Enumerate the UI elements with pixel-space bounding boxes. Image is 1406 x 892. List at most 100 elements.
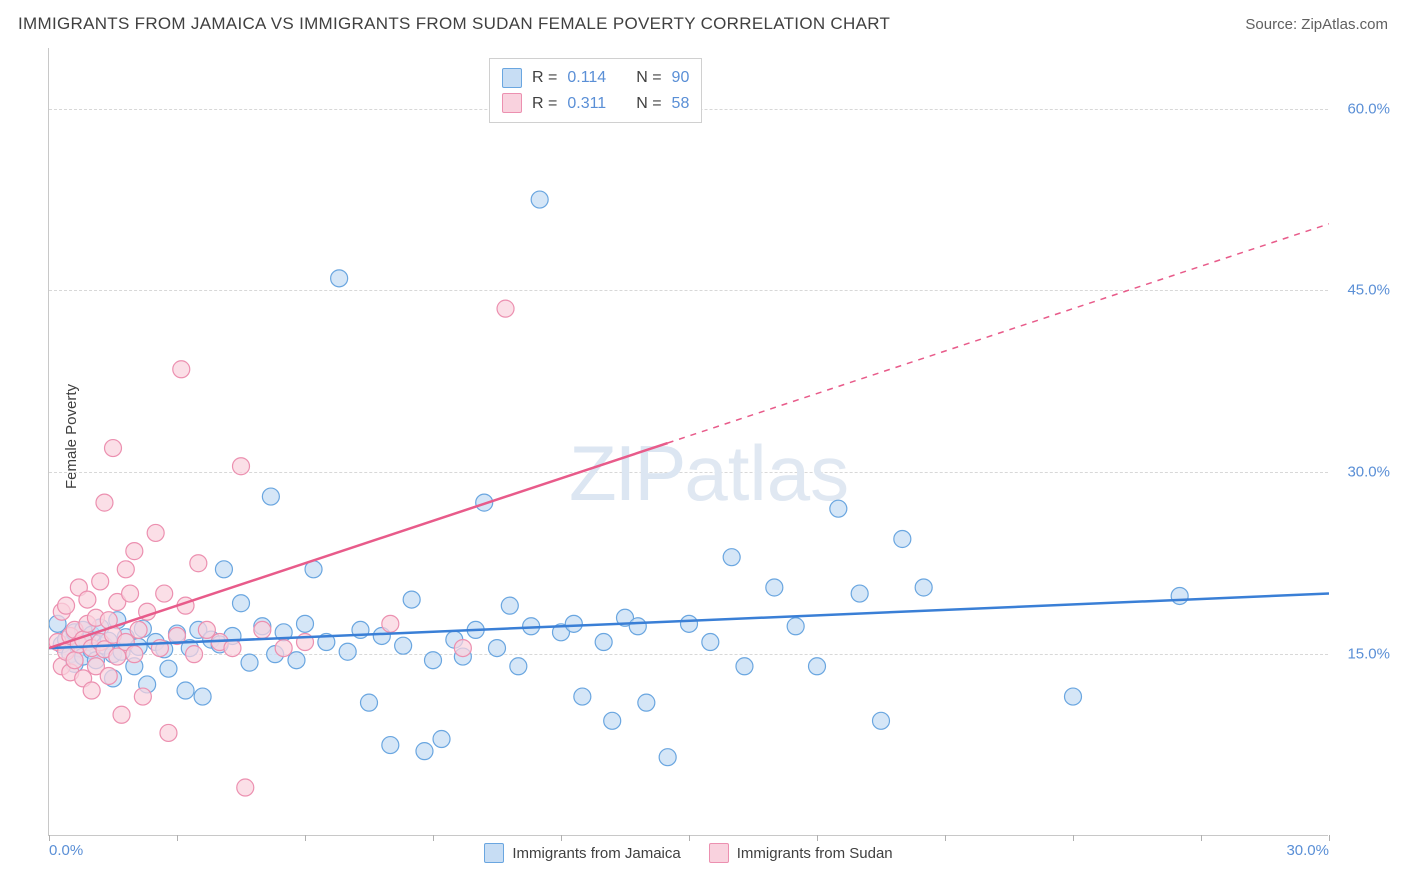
stat-n-label: N = [636, 91, 661, 117]
data-point-jamaica [241, 654, 258, 671]
y-tick-label: 15.0% [1347, 646, 1390, 663]
data-point-jamaica [194, 688, 211, 705]
data-point-jamaica [215, 561, 232, 578]
data-point-sudan [79, 591, 96, 608]
stats-legend: R =0.114N =90R =0.311N =58 [489, 58, 702, 123]
stat-r-label: R = [532, 65, 557, 91]
chart-source: Source: ZipAtlas.com [1245, 16, 1388, 33]
data-point-sudan [113, 706, 130, 723]
data-point-sudan [190, 555, 207, 572]
data-point-sudan [186, 646, 203, 663]
data-point-sudan [130, 621, 147, 638]
data-point-sudan [105, 440, 122, 457]
legend-swatch [502, 68, 522, 88]
legend-swatch [502, 93, 522, 113]
data-point-jamaica [659, 749, 676, 766]
data-point-jamaica [160, 660, 177, 677]
data-point-jamaica [233, 595, 250, 612]
legend-item: Immigrants from Sudan [709, 843, 893, 863]
data-point-jamaica [830, 500, 847, 517]
data-point-jamaica [604, 712, 621, 729]
data-point-jamaica [489, 640, 506, 657]
data-point-sudan [147, 524, 164, 541]
data-point-jamaica [702, 634, 719, 651]
data-point-sudan [126, 543, 143, 560]
data-point-jamaica [595, 634, 612, 651]
data-point-jamaica [382, 737, 399, 754]
chart-title: IMMIGRANTS FROM JAMAICA VS IMMIGRANTS FR… [18, 14, 890, 34]
data-point-jamaica [638, 694, 655, 711]
data-point-jamaica [531, 191, 548, 208]
data-point-sudan [198, 621, 215, 638]
data-point-jamaica [851, 585, 868, 602]
data-point-jamaica [1171, 587, 1188, 604]
data-point-sudan [497, 300, 514, 317]
data-point-jamaica [339, 643, 356, 660]
data-point-sudan [58, 597, 75, 614]
data-point-sudan [117, 561, 134, 578]
data-point-sudan [254, 621, 271, 638]
data-point-jamaica [177, 682, 194, 699]
data-point-sudan [237, 779, 254, 796]
data-point-jamaica [510, 658, 527, 675]
data-point-sudan [96, 494, 113, 511]
legend-label: Immigrants from Jamaica [512, 845, 680, 862]
data-point-jamaica [766, 579, 783, 596]
stat-r-label: R = [532, 91, 557, 117]
data-point-sudan [173, 361, 190, 378]
data-point-sudan [233, 458, 250, 475]
y-tick-label: 45.0% [1347, 282, 1390, 299]
trendline-sudan-extrapolated [668, 224, 1329, 443]
stat-r-value: 0.311 [567, 91, 606, 117]
data-point-sudan [224, 640, 241, 657]
x-tick-mark [1329, 835, 1330, 841]
y-tick-label: 60.0% [1347, 100, 1390, 117]
data-point-jamaica [262, 488, 279, 505]
series-legend: Immigrants from Jamaica Immigrants from S… [49, 843, 1328, 863]
data-point-jamaica [873, 712, 890, 729]
stats-legend-row: R = 0.311 N = 58 [502, 91, 689, 117]
data-point-sudan [134, 688, 151, 705]
data-point-jamaica [736, 658, 753, 675]
data-point-jamaica [787, 618, 804, 635]
source-label: Source: [1245, 16, 1301, 33]
data-point-jamaica [416, 743, 433, 760]
chart-svg [49, 48, 1329, 836]
data-point-sudan [382, 615, 399, 632]
stat-r-value: 0.114 [567, 65, 606, 91]
data-point-jamaica [681, 615, 698, 632]
data-point-sudan [100, 667, 117, 684]
source-name: ZipAtlas.com [1301, 16, 1388, 33]
data-point-jamaica [723, 549, 740, 566]
data-point-jamaica [565, 615, 582, 632]
stat-n-value: 58 [672, 91, 690, 117]
chart-header: IMMIGRANTS FROM JAMAICA VS IMMIGRANTS FR… [18, 14, 1388, 34]
data-point-jamaica [403, 591, 420, 608]
data-point-jamaica [915, 579, 932, 596]
data-point-jamaica [809, 658, 826, 675]
stat-n-label: N = [636, 65, 661, 91]
plot-area: Female Poverty 15.0%30.0%45.0%60.0% 0.0%… [48, 48, 1328, 836]
data-point-sudan [92, 573, 109, 590]
legend-label: Immigrants from Sudan [737, 845, 893, 862]
data-point-jamaica [574, 688, 591, 705]
data-point-jamaica [501, 597, 518, 614]
data-point-jamaica [1065, 688, 1082, 705]
data-point-jamaica [629, 618, 646, 635]
data-point-sudan [122, 585, 139, 602]
y-tick-label: 30.0% [1347, 464, 1390, 481]
data-point-jamaica [297, 615, 314, 632]
legend-swatch [484, 843, 504, 863]
data-point-jamaica [894, 530, 911, 547]
data-point-sudan [160, 724, 177, 741]
data-point-sudan [126, 646, 143, 663]
legend-item: Immigrants from Jamaica [484, 843, 680, 863]
data-point-jamaica [425, 652, 442, 669]
data-point-jamaica [361, 694, 378, 711]
data-point-sudan [156, 585, 173, 602]
data-point-jamaica [395, 637, 412, 654]
data-point-sudan [66, 652, 83, 669]
data-point-jamaica [433, 731, 450, 748]
data-point-sudan [83, 682, 100, 699]
data-point-jamaica [288, 652, 305, 669]
